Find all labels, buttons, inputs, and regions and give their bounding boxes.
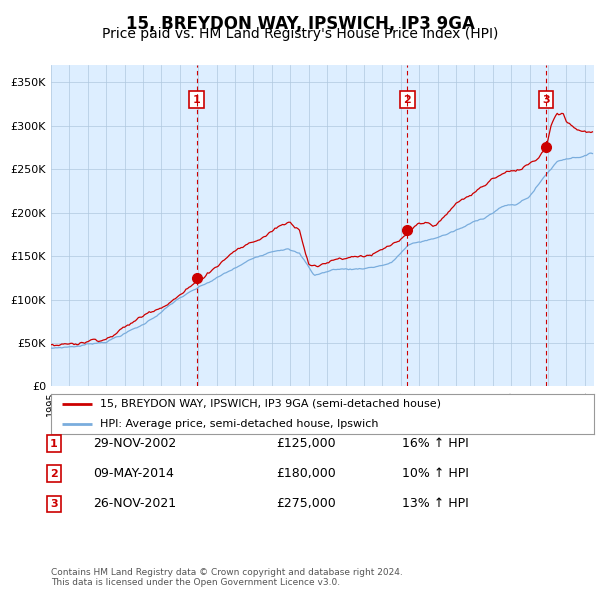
Text: £275,000: £275,000	[276, 497, 336, 510]
Text: HPI: Average price, semi-detached house, Ipswich: HPI: Average price, semi-detached house,…	[100, 419, 379, 428]
Text: Price paid vs. HM Land Registry's House Price Index (HPI): Price paid vs. HM Land Registry's House …	[102, 27, 498, 41]
Text: 1: 1	[193, 94, 200, 104]
Text: 10% ↑ HPI: 10% ↑ HPI	[402, 467, 469, 480]
Text: 09-MAY-2014: 09-MAY-2014	[93, 467, 174, 480]
Text: £125,000: £125,000	[276, 437, 335, 450]
Text: 16% ↑ HPI: 16% ↑ HPI	[402, 437, 469, 450]
Text: Contains HM Land Registry data © Crown copyright and database right 2024.
This d: Contains HM Land Registry data © Crown c…	[51, 568, 403, 587]
Text: 3: 3	[542, 94, 550, 104]
Text: 3: 3	[50, 499, 58, 509]
Text: 2: 2	[50, 469, 58, 478]
Text: 1: 1	[50, 439, 58, 448]
Text: 15, BREYDON WAY, IPSWICH, IP3 9GA: 15, BREYDON WAY, IPSWICH, IP3 9GA	[125, 15, 475, 33]
Text: £180,000: £180,000	[276, 467, 336, 480]
Text: 13% ↑ HPI: 13% ↑ HPI	[402, 497, 469, 510]
Text: 26-NOV-2021: 26-NOV-2021	[93, 497, 176, 510]
Text: 2: 2	[403, 94, 411, 104]
Text: 29-NOV-2002: 29-NOV-2002	[93, 437, 176, 450]
Text: 15, BREYDON WAY, IPSWICH, IP3 9GA (semi-detached house): 15, BREYDON WAY, IPSWICH, IP3 9GA (semi-…	[100, 399, 441, 408]
